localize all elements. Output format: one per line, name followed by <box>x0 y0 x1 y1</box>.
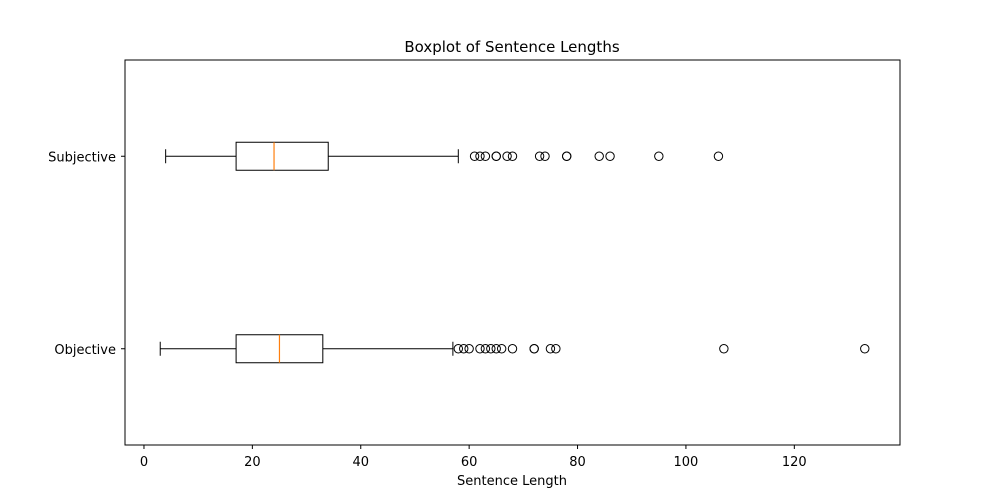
outlier-point-objective-2 <box>464 344 474 354</box>
box-subjective <box>165 141 724 171</box>
outlier-point-objective-8 <box>507 344 518 354</box>
outlier-point-subjective-12 <box>605 151 615 161</box>
outlier-point-objective-11 <box>545 344 556 354</box>
chart-title: Boxplot of Sentence Lengths <box>404 38 619 56</box>
outlier-point-subjective-8 <box>540 151 550 161</box>
x-tick-label-60: 60 <box>461 455 478 470</box>
y-tick-label-subjective: Subjective <box>48 150 116 165</box>
outlier-point-objective-14 <box>860 344 870 354</box>
y-tick-label-objective: Objective <box>54 343 116 358</box>
plot-frame <box>124 59 901 446</box>
outlier-point-objective-4 <box>480 344 491 354</box>
outlier-point-subjective-7 <box>534 151 545 161</box>
x-tick-label-80: 80 <box>569 455 586 470</box>
outlier-point-subjective-4 <box>491 151 501 161</box>
outlier-point-objective-5 <box>486 344 496 354</box>
outlier-point-objective-1 <box>459 344 469 354</box>
x-tick-label-20: 20 <box>244 455 261 470</box>
outlier-point-objective-12 <box>551 344 561 354</box>
outlier-point-objective-13 <box>719 344 729 354</box>
outlier-point-subjective-6 <box>507 151 518 161</box>
x-tick-label-0: 0 <box>140 455 148 470</box>
x-tick-label-120: 120 <box>782 455 807 470</box>
iqr-box-subjective <box>235 141 329 171</box>
outlier-point-objective-6 <box>491 344 501 354</box>
outlier-point-subjective-0 <box>469 151 480 161</box>
outlier-point-subjective-10 <box>561 151 572 161</box>
outlier-point-objective-7 <box>496 344 507 354</box>
outlier-point-objective-10 <box>529 344 539 354</box>
x-axis-label: Sentence Length <box>457 474 567 489</box>
outlier-point-subjective-11 <box>594 151 604 161</box>
box-objective <box>159 334 870 364</box>
outlier-point-subjective-5 <box>502 151 512 161</box>
x-tick-label-40: 40 <box>352 455 369 470</box>
x-tick-label-100: 100 <box>674 455 699 470</box>
outlier-point-subjective-14 <box>713 151 724 161</box>
outlier-point-objective-0 <box>453 344 464 354</box>
outlier-point-subjective-13 <box>654 151 664 161</box>
outlier-point-objective-3 <box>475 344 485 354</box>
outlier-point-subjective-2 <box>480 151 491 161</box>
outlier-point-subjective-1 <box>475 151 485 161</box>
